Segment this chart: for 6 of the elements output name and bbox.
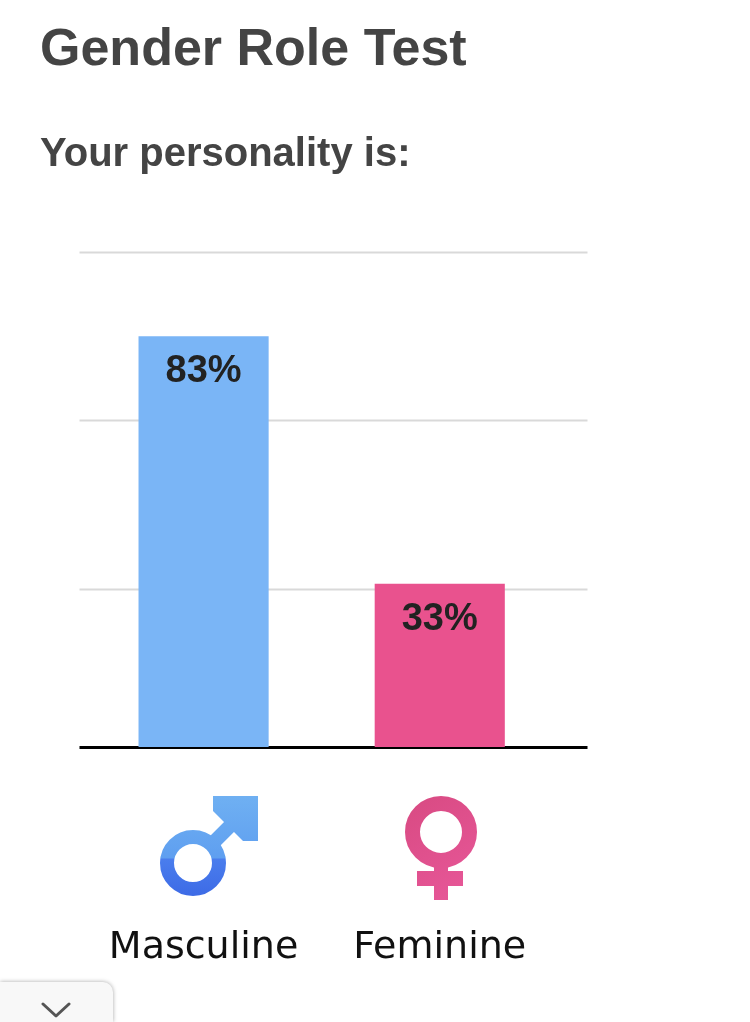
- data-label: 33%: [401, 595, 478, 638]
- chart-title: Gender Role Test: [40, 18, 467, 76]
- x-tick-label: Feminine: [353, 922, 527, 967]
- x-tick-label: Masculine: [108, 922, 299, 967]
- chart-subtitle: Your personality is:: [40, 130, 411, 174]
- data-label: 83%: [165, 348, 242, 391]
